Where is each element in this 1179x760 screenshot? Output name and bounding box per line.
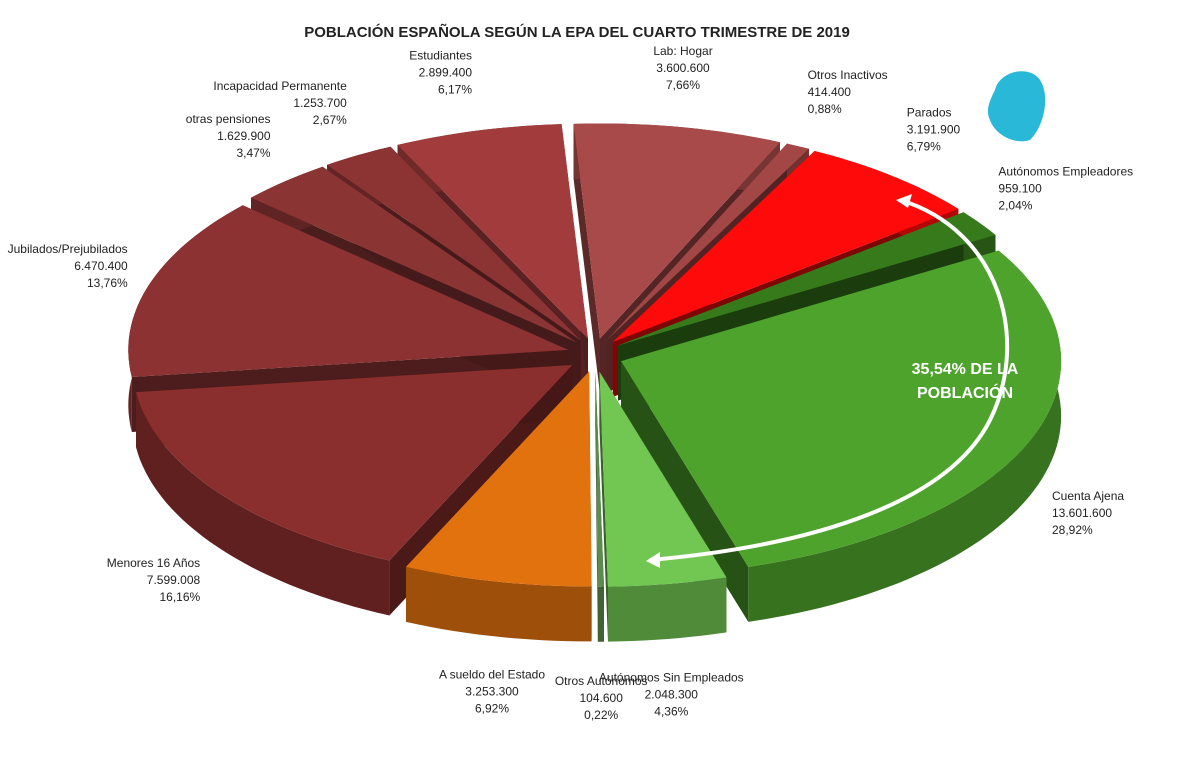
slice-label: Autónomos Empleadores — [998, 164, 1133, 178]
value-label: 2.048.300 — [645, 688, 699, 702]
slice-label: otras pensiones — [186, 112, 271, 126]
slice-label: Otros Autónomos — [555, 674, 648, 688]
value-label: 13.601.600 — [1052, 506, 1112, 520]
slice-side — [599, 371, 608, 642]
slice-label: Menores 16 Años — [107, 556, 200, 570]
slice-wall — [136, 392, 390, 616]
pie: Lab: Hogar 3.600.600 7,66% Estudiantes 2.899… — [8, 44, 1134, 722]
percent-label: 6,92% — [475, 702, 509, 716]
annotation: POBLACIÓN — [917, 383, 1013, 402]
slice-label: Incapacidad Permanente — [213, 79, 347, 93]
slice-wall — [608, 577, 727, 642]
value-label: 104.600 — [580, 691, 624, 705]
percent-label: 6,17% — [438, 82, 472, 96]
percent-label: 16,16% — [159, 590, 200, 604]
percent-label: 13,76% — [87, 276, 128, 290]
slice-top — [618, 212, 996, 346]
percent-label: 0,88% — [808, 102, 842, 116]
slice-top — [595, 371, 604, 587]
slice-side — [595, 371, 598, 642]
slice-wall — [748, 250, 1062, 622]
slice-top — [607, 143, 809, 340]
percent-label: 3,47% — [236, 146, 270, 160]
value-label: 6.470.400 — [74, 259, 128, 273]
annotation: 35,54% DE LA — [912, 361, 1019, 378]
value-label: 2.899.400 — [419, 65, 473, 79]
percent-label: 0,22% — [584, 708, 618, 722]
percent-label: 7,66% — [666, 78, 700, 92]
slice-label: Lab: Hogar — [653, 44, 712, 58]
chart-title: POBLACIÓN ESPAÑOLA SEGÚN LA EPA DEL CUAR… — [304, 23, 850, 41]
value-label: 414.400 — [808, 85, 852, 99]
slice-label: Cuenta Ajena — [1052, 489, 1124, 503]
logo — [987, 71, 1046, 142]
slice-side — [621, 361, 749, 622]
slice — [595, 371, 604, 642]
slice-label: Otros Inactivos — [808, 68, 888, 82]
slice-top — [573, 123, 780, 339]
value-label: 7.599.008 — [147, 573, 201, 587]
value-label: 1.629.900 — [217, 129, 271, 143]
value-label: 959.100 — [998, 181, 1042, 195]
slice-top — [136, 365, 573, 561]
value-label: 3.253.300 — [465, 685, 519, 699]
percent-label: 2,67% — [313, 113, 347, 127]
percent-label: 28,92% — [1052, 523, 1093, 537]
slice-top — [327, 146, 581, 341]
value-label: 3.191.900 — [907, 122, 961, 136]
slice-top — [251, 166, 577, 343]
slice-top — [612, 151, 959, 342]
percent-label: 2,04% — [998, 198, 1032, 212]
slice-top — [406, 371, 592, 587]
slice — [599, 371, 727, 642]
percent-label: 4,36% — [654, 705, 688, 719]
slice-label: Parados — [907, 105, 952, 119]
slice-label: Autónomos Sin Empleados — [599, 671, 744, 685]
slice-label: Jubilados/Prejubilados — [8, 242, 128, 256]
slice-side — [573, 123, 600, 394]
slice-wall — [406, 566, 592, 642]
slice — [621, 250, 1062, 622]
value-label: 3.600.600 — [656, 61, 710, 75]
slice-top — [599, 371, 727, 587]
slice-top — [621, 250, 1062, 567]
slice-top — [128, 205, 569, 377]
slice — [406, 371, 592, 642]
arrow — [649, 198, 1010, 562]
percent-label: 6,79% — [907, 139, 941, 153]
value-label: 1.253.700 — [293, 96, 347, 110]
slice-label: Estudiantes — [409, 48, 472, 62]
slice-wall — [597, 586, 604, 642]
slice-top — [397, 124, 588, 339]
slice-label: A sueldo del Estado — [439, 668, 545, 682]
